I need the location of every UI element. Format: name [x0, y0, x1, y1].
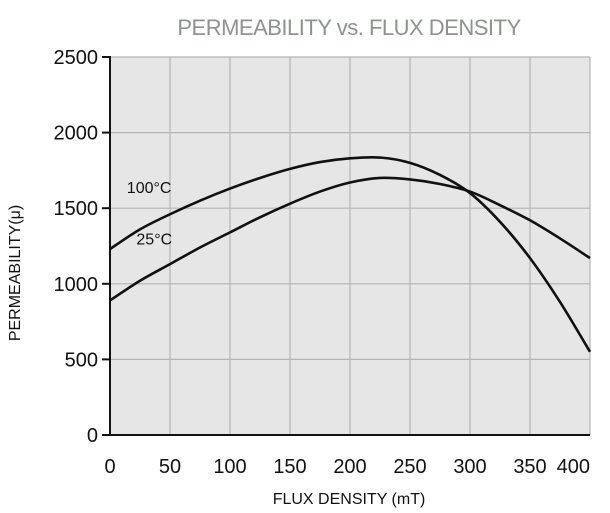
x-tick-label: 200	[333, 456, 366, 478]
y-tick-label: 1500	[54, 198, 99, 220]
y-axis-ticks: 0 500 1000 1500 2000 2500	[54, 47, 110, 447]
series-line-0	[109, 155, 592, 353]
x-axis-label: FLUX DENSITY (mT)	[273, 491, 426, 508]
x-tick-label: 300	[453, 456, 486, 478]
y-axis-label: PERMEABILITY(μ)	[7, 205, 24, 341]
x-tick-label: 0	[104, 456, 115, 478]
chart-title: PERMEABILITY vs. FLUX DENSITY	[177, 15, 521, 40]
x-axis-ticks: 0 50 100 150 200 250 300 350 400	[104, 456, 590, 478]
y-tick-label: 1000	[54, 274, 99, 296]
y-tick-label: 0	[87, 425, 98, 447]
x-tick-label: 100	[213, 456, 246, 478]
series-label: 100°C	[127, 180, 172, 197]
series-label: 25°C	[136, 231, 172, 248]
y-tick-label: 2500	[54, 47, 99, 69]
y-tick-label: 2000	[54, 123, 99, 145]
x-tick-label: 400	[557, 456, 590, 478]
axes	[109, 56, 590, 436]
series-line-1	[109, 176, 591, 302]
series-lines	[109, 155, 592, 353]
x-tick-label: 150	[273, 456, 306, 478]
x-tick-label: 50	[159, 456, 181, 478]
y-tick-label: 500	[65, 349, 98, 371]
series-labels: 100°C 25°C	[127, 180, 172, 248]
x-tick-label: 250	[393, 456, 426, 478]
x-tick-label: 350	[513, 456, 546, 478]
